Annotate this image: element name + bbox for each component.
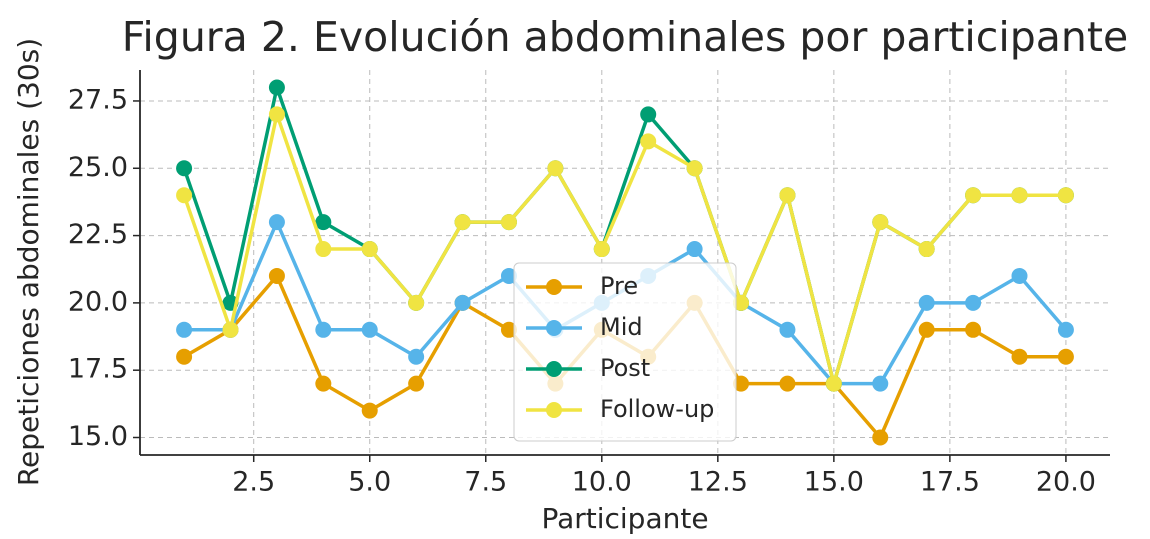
point: [315, 241, 332, 258]
point: [686, 160, 703, 177]
x-tick-label: 5.0: [348, 467, 391, 498]
point: [918, 294, 935, 311]
point: [315, 214, 332, 231]
point: [176, 187, 193, 204]
legend-marker: [546, 361, 562, 377]
point: [965, 321, 982, 338]
point: [686, 241, 703, 258]
legend-label: Post: [600, 354, 650, 382]
x-tick-label: 17.5: [920, 467, 980, 498]
x-tick-label: 7.5: [464, 467, 507, 498]
x-tick-label: 10.0: [572, 467, 632, 498]
point: [965, 294, 982, 311]
x-tick-label: 20.0: [1036, 467, 1096, 498]
point: [779, 321, 796, 338]
point: [1057, 187, 1074, 204]
legend-marker: [546, 279, 562, 295]
point: [454, 214, 471, 231]
point: [733, 294, 750, 311]
point: [268, 267, 285, 284]
point: [361, 241, 378, 258]
legend-marker: [546, 320, 562, 336]
point: [779, 375, 796, 392]
point: [1011, 267, 1028, 284]
y-tick-label: 27.5: [68, 84, 128, 115]
point: [1057, 321, 1074, 338]
y-tick-label: 17.5: [68, 354, 128, 385]
point: [454, 294, 471, 311]
point: [1011, 348, 1028, 365]
point: [176, 160, 193, 177]
point: [408, 294, 425, 311]
point: [361, 402, 378, 419]
point: [1057, 348, 1074, 365]
y-tick-label: 20.0: [68, 286, 128, 317]
x-tick-label: 15.0: [804, 467, 864, 498]
x-axis-label: Participante: [541, 502, 708, 535]
point: [500, 321, 517, 338]
legend-marker: [546, 402, 562, 418]
point: [872, 214, 889, 231]
point: [825, 375, 842, 392]
point: [872, 375, 889, 392]
legend-label: Pre: [600, 272, 638, 300]
point: [733, 375, 750, 392]
x-tick-label: 2.5: [232, 467, 275, 498]
y-tick-label: 15.0: [68, 421, 128, 452]
y-tick-label: 25.0: [68, 152, 128, 183]
point: [918, 321, 935, 338]
point: [500, 267, 517, 284]
point: [408, 348, 425, 365]
legend-label: Mid: [600, 313, 643, 341]
x-tick-label: 12.5: [688, 467, 748, 498]
point: [640, 133, 657, 150]
point: [918, 241, 935, 258]
point: [547, 160, 564, 177]
point: [593, 241, 610, 258]
y-axis-label: Repeticiones abdominales (30s): [12, 38, 45, 486]
point: [500, 214, 517, 231]
point: [779, 187, 796, 204]
y-tick-label: 22.5: [68, 219, 128, 250]
point: [361, 321, 378, 338]
point: [872, 429, 889, 446]
point: [222, 321, 239, 338]
legend: Pre Mid Post Follow-up: [513, 262, 737, 442]
point: [1011, 187, 1028, 204]
legend-box: [513, 262, 737, 442]
point: [268, 214, 285, 231]
point: [268, 79, 285, 96]
point: [176, 321, 193, 338]
legend-label: Follow-up: [600, 395, 714, 423]
point: [315, 321, 332, 338]
point: [408, 375, 425, 392]
point: [268, 106, 285, 123]
point: [176, 348, 193, 365]
point: [640, 106, 657, 123]
point: [965, 187, 982, 204]
point: [315, 375, 332, 392]
chart-title: Figura 2. Evolución abdominales por part…: [122, 13, 1128, 61]
